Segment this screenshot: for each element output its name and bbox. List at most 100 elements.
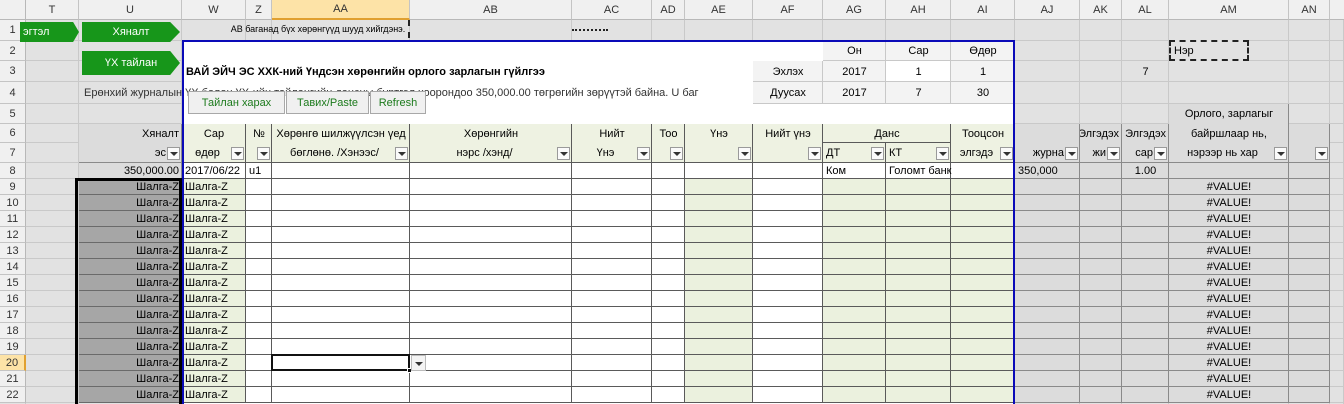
cell-text: Шалга-Z [136,389,179,401]
cell-text: #VALUE! [1206,197,1252,209]
table-cell [1080,275,1122,291]
table-cell [1015,339,1080,355]
column-title: Нийт үнэ [765,127,811,140]
column-title: Тоо [659,127,678,140]
filter-button[interactable] [395,147,408,160]
table-cell [1169,307,1289,323]
header-cell [1169,104,1289,163]
period-label: Дуусах [770,87,806,99]
cell-text: Шалга-Z [136,309,179,321]
table-cell [652,323,685,339]
table-cell [410,259,572,275]
filter-button[interactable] [231,147,244,160]
table-cell [1169,195,1289,211]
filter-button[interactable] [1107,147,1120,160]
column-header: AD [652,0,685,20]
table-cell [886,387,951,403]
note-marker [572,29,608,32]
table-cell [1122,163,1169,179]
filter-arrow [560,152,568,156]
table-cell [572,195,652,211]
table-cell [1015,275,1080,291]
filter-button[interactable] [1000,147,1013,160]
table-cell [572,259,652,275]
column-header [1330,0,1344,20]
table-cell [1169,243,1289,259]
cell-text: #VALUE! [1206,293,1252,305]
filter-button[interactable] [167,147,180,160]
column-title: нэрс /хэнд/ [456,147,513,159]
table-cell [1015,243,1080,259]
cell-text: Шалга-Z [136,213,179,225]
filter-button[interactable] [1274,147,1287,160]
table-cell [1289,323,1330,339]
cell-text: 1.00 [1134,165,1157,177]
form-button[interactable]: Тайлан харах [188,91,285,114]
filter-button[interactable] [1154,147,1167,160]
filter-button[interactable] [637,147,650,160]
filter-button[interactable] [1315,147,1328,160]
column-title: Хяналт [142,127,179,140]
filter-button[interactable] [936,147,949,160]
table-cell [1080,371,1122,387]
table-cell [1015,163,1080,179]
cell-text: #VALUE! [1206,341,1252,353]
cell-text: Шалга-Z [185,389,228,401]
table-cell [886,291,951,307]
filter-button[interactable] [670,147,683,160]
cell-text: Шалга-Z [185,293,228,305]
filter-button[interactable] [871,147,884,160]
column-header: W [182,0,246,20]
table-cell [823,243,886,259]
header-cell [823,143,886,163]
nav-button[interactable]: Хяналт [82,22,180,42]
table-cell [1289,211,1330,227]
row-header: 18 [0,323,26,339]
sheet-note: АВ баганад бүх хөрөнгүүд шууд хийгдэнэ. [228,20,410,38]
table-cell [246,339,272,355]
table-cell [951,243,1015,259]
table-cell [753,211,823,227]
table-cell [272,387,410,403]
table-cell [1080,179,1122,195]
cell-text: Шалга-Z [136,325,179,337]
row-header: 5 [0,104,26,124]
period-header: Сар [908,45,929,57]
filter-button[interactable] [808,147,821,160]
filter-button[interactable] [738,147,751,160]
row-header: 2 [0,41,26,61]
form-button[interactable]: Тавих/Paste [286,91,369,114]
filter-button[interactable] [257,147,270,160]
cell-text: #VALUE! [1206,261,1252,273]
row-header: 15 [0,275,26,291]
table-cell [1169,355,1289,371]
cell-text: Шалга-Z [136,229,179,241]
cell-text: Шалга-Z [185,245,228,257]
nav-button[interactable]: ҮХ тайлан [82,51,180,75]
table-cell [182,355,246,371]
cell-text: #VALUE! [1206,389,1252,401]
table-cell [182,275,246,291]
table-cell [182,339,246,355]
cell-dropdown[interactable] [411,355,426,371]
form-button[interactable]: Refresh [370,91,426,114]
table-cell [410,307,572,323]
filter-button[interactable] [557,147,570,160]
table-cell [1122,243,1169,259]
period-cell [886,61,951,82]
table-cell [685,227,753,243]
table-cell [410,275,572,291]
cell-text: Шалга-Z [136,261,179,273]
row-header: 19 [0,339,26,355]
table-cell [272,211,410,227]
column-title: жи [1092,147,1106,159]
table-cell [753,163,823,179]
table-cell [1122,355,1169,371]
table-cell [1289,243,1330,259]
column-title: Элгэдэх [1080,127,1119,140]
table-cell [182,323,246,339]
header-cell [410,124,572,163]
table-cell [1289,259,1330,275]
filter-button[interactable] [1065,147,1078,160]
